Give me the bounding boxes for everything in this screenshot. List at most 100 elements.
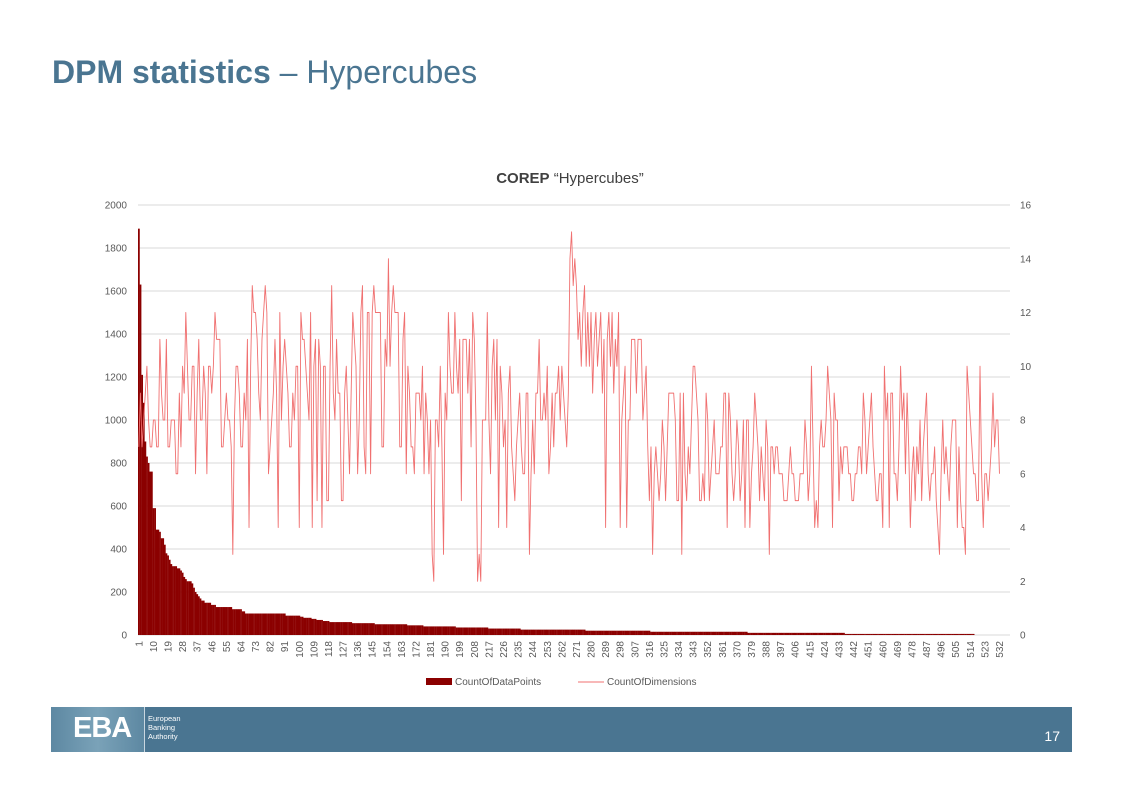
bar — [802, 632, 805, 635]
bar — [322, 621, 325, 635]
bar — [616, 630, 618, 635]
x-tick-label: 271 — [572, 641, 583, 658]
bar — [711, 631, 714, 635]
bar — [445, 626, 448, 635]
bar — [747, 632, 750, 635]
bar — [387, 624, 390, 635]
bar — [180, 570, 182, 635]
bar — [152, 508, 155, 635]
bar — [502, 628, 505, 635]
bar — [405, 624, 408, 635]
bar — [893, 633, 896, 635]
bar — [950, 633, 952, 635]
bar — [969, 633, 972, 635]
bar — [815, 632, 818, 635]
bar — [779, 632, 782, 635]
bar — [948, 633, 951, 635]
x-tick-label: 91 — [280, 641, 291, 653]
org-line-2: Banking — [148, 723, 176, 732]
bar — [301, 616, 304, 635]
bar — [692, 631, 695, 635]
bar — [612, 630, 615, 635]
bar — [907, 633, 910, 635]
bar — [690, 631, 693, 635]
bar — [467, 627, 469, 635]
bar — [390, 624, 393, 635]
bar — [313, 618, 315, 636]
bar — [507, 628, 510, 635]
bar — [338, 622, 341, 635]
bar — [805, 632, 808, 635]
bar — [353, 623, 356, 635]
y-right-tick-label: 16 — [1020, 201, 1032, 212]
bar — [564, 629, 567, 636]
bar — [870, 633, 873, 635]
bar — [533, 629, 536, 636]
x-tick-label: 433 — [835, 641, 846, 658]
bar — [915, 633, 918, 635]
bar — [574, 629, 576, 636]
bar — [154, 508, 156, 635]
bar — [671, 631, 674, 635]
bar — [400, 624, 403, 635]
bar — [878, 633, 881, 635]
bar — [376, 624, 379, 635]
bar — [946, 633, 949, 635]
bar — [838, 632, 840, 635]
bar — [402, 624, 404, 635]
bar — [734, 631, 737, 635]
bar — [598, 630, 601, 635]
y-left-tick-label: 600 — [110, 502, 127, 513]
bar — [919, 633, 921, 635]
bar — [565, 629, 568, 636]
bar — [530, 629, 533, 636]
bar — [358, 623, 361, 635]
bar — [541, 629, 544, 636]
bar — [230, 607, 233, 635]
bar — [901, 633, 904, 635]
bar — [330, 622, 333, 635]
x-axis: 1 10 19 28 37 46 55 64 73 82 91 100 109 118 127 136 145 1… — [134, 641, 1006, 658]
bar — [431, 626, 434, 635]
y-axis-left: 0 200 400 600 800 1000 1200 1400 1600 1800 2000 — [105, 201, 128, 642]
bar — [828, 632, 831, 635]
bar — [556, 629, 558, 636]
x-tick-label: 388 — [762, 641, 773, 658]
bar — [909, 633, 912, 635]
bar — [904, 633, 907, 635]
bar — [642, 630, 644, 635]
bar — [718, 631, 721, 635]
bar — [423, 626, 426, 635]
bar — [538, 629, 541, 636]
bar — [505, 628, 508, 635]
dimensions-line — [138, 231, 1000, 582]
bar — [397, 624, 400, 635]
bar — [536, 629, 539, 636]
bar — [886, 633, 889, 635]
bar — [410, 625, 413, 635]
x-tick-label: 208 — [470, 641, 481, 658]
x-tick-label: 181 — [426, 641, 437, 658]
x-tick-label: 46 — [207, 641, 218, 653]
bar — [450, 626, 453, 635]
bar — [314, 618, 317, 636]
bar — [416, 625, 419, 635]
bar — [525, 629, 528, 636]
x-tick-label: 343 — [689, 641, 700, 658]
bar — [544, 629, 547, 636]
bar — [770, 632, 772, 635]
bar — [444, 626, 447, 635]
bar — [324, 621, 327, 635]
bar — [257, 613, 260, 635]
bar — [470, 627, 473, 635]
bar — [264, 613, 267, 635]
x-tick-label: 244 — [528, 641, 539, 658]
x-tick-label: 478 — [907, 641, 918, 658]
bar — [888, 633, 891, 635]
bar — [335, 622, 338, 635]
bar — [478, 627, 481, 635]
bar — [428, 626, 430, 635]
bar — [731, 631, 733, 635]
bar — [716, 631, 719, 635]
bar — [753, 632, 756, 635]
